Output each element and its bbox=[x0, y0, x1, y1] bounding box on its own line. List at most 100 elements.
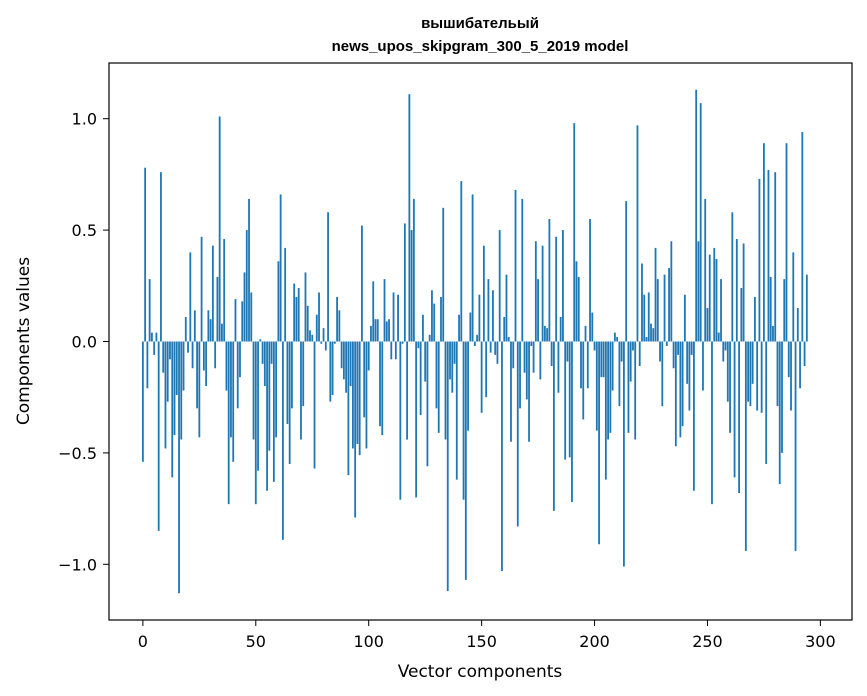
bar bbox=[236, 341, 239, 409]
bar bbox=[600, 341, 603, 378]
bar bbox=[482, 245, 485, 342]
bar bbox=[261, 341, 264, 364]
bar bbox=[783, 279, 786, 342]
bar bbox=[801, 132, 804, 342]
bar bbox=[670, 241, 673, 342]
bar bbox=[787, 341, 790, 378]
bar bbox=[577, 276, 580, 342]
bar bbox=[225, 341, 228, 391]
bar bbox=[625, 201, 628, 342]
bar bbox=[324, 341, 327, 351]
bar bbox=[426, 341, 429, 467]
bar bbox=[361, 225, 363, 342]
bar bbox=[713, 247, 716, 342]
bar bbox=[589, 218, 591, 342]
bar bbox=[564, 341, 567, 460]
bar bbox=[652, 328, 655, 342]
bar bbox=[175, 341, 178, 395]
bar bbox=[327, 212, 329, 342]
bar bbox=[776, 341, 779, 407]
bar bbox=[187, 341, 189, 353]
bar bbox=[510, 341, 512, 442]
bar bbox=[248, 198, 250, 342]
bar bbox=[586, 341, 589, 389]
bar bbox=[781, 341, 783, 453]
bar bbox=[403, 223, 406, 342]
bar bbox=[435, 341, 438, 409]
bar bbox=[266, 341, 268, 491]
bar bbox=[498, 230, 501, 342]
bar bbox=[239, 341, 241, 378]
bar bbox=[141, 341, 144, 462]
bar bbox=[627, 341, 630, 433]
bar bbox=[548, 218, 551, 342]
bar bbox=[385, 321, 388, 342]
bar bbox=[659, 341, 661, 362]
bar bbox=[647, 292, 650, 342]
bar bbox=[744, 341, 747, 551]
bar bbox=[613, 332, 616, 342]
bar bbox=[184, 316, 187, 342]
bar bbox=[480, 341, 483, 413]
bar bbox=[765, 341, 768, 465]
bar bbox=[164, 341, 167, 449]
bar bbox=[760, 341, 763, 413]
bar bbox=[523, 341, 526, 373]
bar bbox=[297, 288, 300, 342]
y-tick-label: −0.5 bbox=[58, 444, 97, 463]
bar bbox=[221, 323, 223, 342]
y-tick-label: −1.0 bbox=[58, 555, 97, 574]
bar bbox=[250, 292, 253, 342]
bar bbox=[279, 194, 282, 342]
bar bbox=[365, 341, 368, 449]
bar bbox=[641, 263, 643, 342]
bar bbox=[268, 341, 271, 451]
bar bbox=[146, 341, 149, 389]
bar bbox=[467, 341, 469, 431]
bar bbox=[794, 341, 797, 551]
bar bbox=[573, 123, 576, 342]
bar bbox=[205, 341, 208, 387]
bar bbox=[178, 341, 180, 594]
bar bbox=[211, 245, 214, 342]
bar bbox=[214, 341, 217, 369]
bar bbox=[218, 116, 221, 342]
bar bbox=[329, 341, 332, 402]
bar bbox=[207, 310, 210, 342]
bar bbox=[272, 341, 275, 482]
bar bbox=[487, 279, 490, 342]
x-tick-label: 0 bbox=[138, 632, 148, 651]
bar bbox=[679, 341, 682, 438]
bar bbox=[455, 341, 458, 480]
bar bbox=[607, 341, 609, 440]
bar bbox=[489, 341, 492, 353]
bar bbox=[315, 314, 318, 342]
bar bbox=[772, 325, 774, 342]
bar bbox=[151, 332, 153, 342]
y-tick-label: 1.0 bbox=[72, 110, 97, 129]
bar bbox=[516, 341, 519, 527]
bar bbox=[636, 125, 639, 342]
bar bbox=[632, 341, 634, 351]
bar bbox=[223, 239, 226, 342]
bar bbox=[281, 341, 284, 540]
bar bbox=[602, 341, 605, 378]
bar bbox=[157, 341, 160, 531]
bar bbox=[738, 341, 740, 493]
bar bbox=[471, 194, 474, 342]
bar bbox=[245, 230, 248, 342]
bar bbox=[620, 341, 623, 362]
bar bbox=[293, 283, 296, 342]
bar bbox=[609, 341, 612, 433]
bar bbox=[433, 303, 436, 342]
x-axis-ticks: 0 50 100 150 200 250 300 bbox=[138, 620, 836, 651]
bar bbox=[740, 288, 743, 342]
bar bbox=[270, 341, 273, 364]
bar bbox=[340, 341, 343, 369]
bar bbox=[309, 330, 311, 342]
bar bbox=[733, 341, 736, 478]
bar bbox=[584, 325, 587, 342]
bar bbox=[428, 334, 431, 342]
bar bbox=[593, 341, 596, 351]
bar bbox=[462, 341, 465, 500]
